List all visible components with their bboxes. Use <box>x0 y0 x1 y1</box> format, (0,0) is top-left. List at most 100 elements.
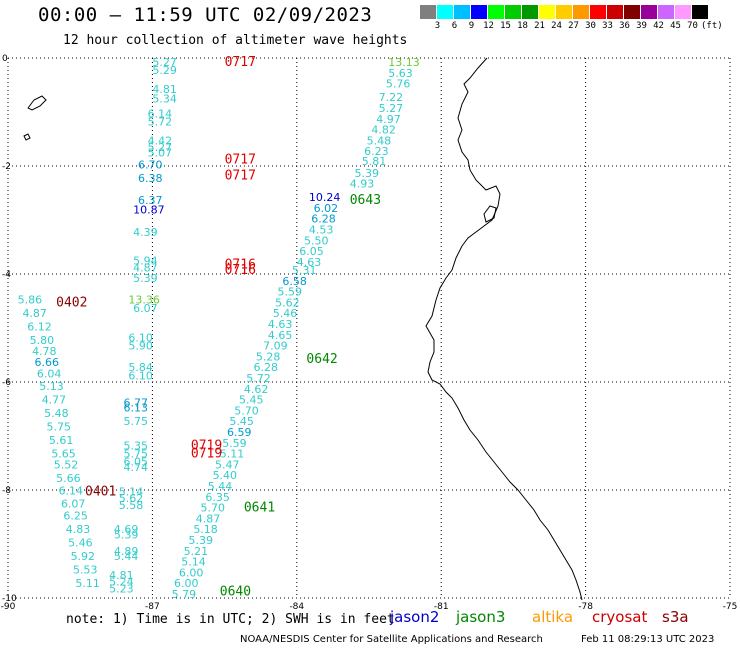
pass-time-label: 0642 <box>306 352 337 367</box>
wave-height-label: 5.61 <box>49 434 73 447</box>
y-tick-label: -10 <box>2 594 17 604</box>
satellite-legend-s3a: s3a <box>662 608 689 626</box>
color-scale-swatch <box>607 5 624 19</box>
color-scale-swatch <box>420 5 437 19</box>
wave-height-label: 5.39 <box>189 534 214 547</box>
color-scale-swatch <box>658 5 675 19</box>
color-scale-label: 33 <box>602 21 613 31</box>
wave-height-label: 4.83 <box>66 523 91 536</box>
wave-height-label: 4.81 <box>152 83 177 96</box>
color-scale-label: 6 <box>451 21 458 31</box>
y-tick-label: -6 <box>2 378 11 388</box>
wave-height-label: 5.44 <box>114 550 139 563</box>
wave-height-label: 5.52 <box>54 458 79 471</box>
color-scale-label: 21 <box>534 21 545 31</box>
guayaquil-gulf-island <box>483 205 497 223</box>
wave-height-label: 5.94 <box>133 254 158 267</box>
x-tick-label: -75 <box>723 602 738 612</box>
wave-height-label: 4.63 <box>268 318 293 331</box>
wave-height-label: 5.29 <box>152 64 177 77</box>
wave-height-label: 5.75 <box>124 448 148 461</box>
wave-height-label: 6.35 <box>205 491 230 504</box>
color-scale-swatch <box>556 5 573 19</box>
wave-height-label: 6.07 <box>133 302 158 315</box>
x-tick-label: -87 <box>145 602 160 612</box>
wave-height-label: 5.45 <box>239 394 263 407</box>
wave-height-label: 5.58 <box>119 499 144 512</box>
wave-height-label: 5.81 <box>362 155 387 168</box>
color-scale-swatch <box>624 5 641 19</box>
wave-height-label: 6.66 <box>34 356 59 369</box>
wave-height-label: 5.86 <box>18 294 43 307</box>
pass-time-label: 0643 <box>350 193 381 208</box>
wave-height-label: 4.53 <box>309 224 334 237</box>
wave-height-label: 6.14 <box>148 107 173 120</box>
color-scale-label: 3 <box>434 21 441 31</box>
pass-time-label: 0717 <box>225 169 256 184</box>
x-tick-label: -78 <box>578 602 593 612</box>
wave-height-label: 6.13 <box>124 402 148 415</box>
pass-time-label: 0717 <box>225 152 256 167</box>
color-scale-swatch <box>692 5 709 19</box>
wave-height-label: 5.40 <box>213 469 238 482</box>
wave-height-label: 5.72 <box>246 372 271 385</box>
wave-height-label: 6.00 <box>174 577 199 590</box>
wave-height-label: 5.14 <box>181 556 206 569</box>
wave-height-label: 5.46 <box>273 307 298 320</box>
wave-height-label: 5.70 <box>201 502 226 515</box>
y-tick-label: -2 <box>2 162 11 172</box>
wave-height-label: 5.84 <box>128 361 153 374</box>
wave-height-label: 5.35 <box>124 440 148 453</box>
color-scale-label: 9 <box>468 21 475 31</box>
wave-height-label: 4.87 <box>196 512 221 525</box>
pass-time-label: 0717 <box>225 55 256 70</box>
galapagos-island-isabela <box>27 95 47 111</box>
wave-height-label: 6.12 <box>27 321 52 334</box>
wave-height-label: 5.53 <box>73 564 98 577</box>
wave-height-label: 6.07 <box>61 497 86 510</box>
pass-time-label: 0716 <box>225 263 256 278</box>
wave-height-label: 5.34 <box>152 92 177 105</box>
wave-height-label: 5.75 <box>124 415 148 428</box>
wave-height-label: 6.77 <box>124 396 148 409</box>
color-scale-label: 39 <box>636 21 647 31</box>
wave-height-label: 6.70 <box>138 159 163 172</box>
y-tick-label: -4 <box>2 270 11 280</box>
wave-height-label: 4.87 <box>22 307 47 320</box>
wave-height-label: 5.27 <box>148 141 173 154</box>
wave-height-label: 5.62 <box>275 296 300 309</box>
wave-height-label: 6.25 <box>63 510 88 523</box>
wave-height-label: 6.02 <box>314 202 339 215</box>
pass-time-label: 0719 <box>191 447 222 462</box>
wave-height-label: 6.59 <box>227 426 252 439</box>
wave-height-label: 5.44 <box>208 480 233 493</box>
wave-height-label: 6.00 <box>179 566 204 579</box>
generated-timestamp: Feb 11 08:29:13 UTC 2023 <box>581 634 715 645</box>
color-scale-label: 27 <box>568 21 579 31</box>
wave-height-label: 5.76 <box>386 78 411 91</box>
wave-height-label: 6.58 <box>282 275 307 288</box>
color-scale-unit: (ft) <box>701 21 723 31</box>
axis-ticks: -90 -87 -84 -81 -78 -75 0 -2 -4 -6 -8 -10 <box>1 54 738 612</box>
color-scale-swatch <box>590 5 607 19</box>
color-scale-swatch <box>505 5 522 19</box>
satellite-legend-cryosat: cryosat <box>592 608 648 626</box>
color-scale-swatch <box>454 5 471 19</box>
wave-height-label: 5.27 <box>152 56 177 69</box>
wave-height-label: 6.23 <box>364 145 389 158</box>
wave-height-label: 4.89 <box>114 545 139 558</box>
wave-height-label: 6.28 <box>253 361 277 374</box>
wave-height-label: 4.81 <box>109 569 134 582</box>
color-scale-label: 45 <box>670 21 681 31</box>
wave-height-label: 6.10 <box>128 332 153 345</box>
color-scale-label: 36 <box>619 21 630 31</box>
wave-height-label: 5.11 <box>220 448 245 461</box>
wave-height-label: 6.05 <box>124 456 148 469</box>
color-scale-label: 70 <box>687 21 698 31</box>
wave-height-label: 5.31 <box>292 264 317 277</box>
color-scale-swatch <box>437 5 454 19</box>
wave-height-label: 6.05 <box>299 245 324 258</box>
credit-line: NOAA/NESDIS Center for Satellite Applica… <box>240 634 543 645</box>
wave-height-label: 5.07 <box>148 146 173 159</box>
